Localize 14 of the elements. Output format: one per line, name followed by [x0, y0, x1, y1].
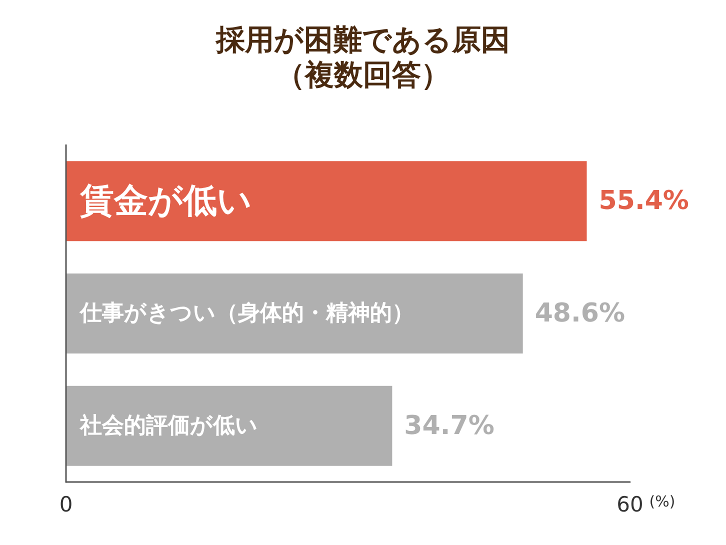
bar [66, 274, 523, 354]
x-tick-label: 60 [616, 492, 644, 516]
data-label: 48.6% [534, 298, 626, 328]
y-tick-label: 賃金が低い [79, 181, 252, 222]
y-tick-label: 社会的評価が低い [79, 413, 258, 438]
bar [66, 161, 587, 242]
chart-subtitle: （複数回答） [276, 58, 450, 92]
chart-title: 採用が困難である原因 [215, 22, 510, 56]
x-axis-title: (%) [649, 492, 676, 510]
data-label: 34.7% [404, 410, 494, 441]
x-tick-label: 0 [59, 492, 73, 516]
bar [66, 386, 392, 466]
data-label: 55.4% [598, 186, 689, 216]
y-tick-label: 仕事がきつい（身体的・精神的） [79, 301, 414, 326]
